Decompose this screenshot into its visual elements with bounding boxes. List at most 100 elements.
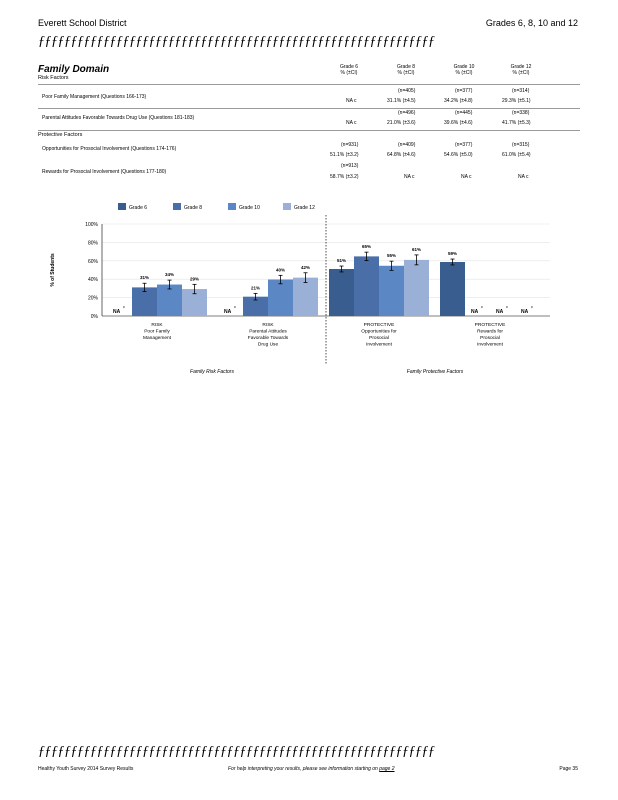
row4-value-grade6: 58.7% (±3.2) <box>330 174 359 180</box>
row-label-opportunities: Opportunities for Prosocial Involvement … <box>42 146 177 152</box>
table-rule <box>38 84 580 85</box>
na-superscript: c <box>481 304 483 309</box>
row3-n-grade8: (n=409) <box>398 142 416 148</box>
footer-page-link[interactable]: page 2 <box>379 766 395 772</box>
data-label: 61% <box>412 247 421 252</box>
footer-page-number: Page 35 <box>559 766 578 772</box>
x-category-label: Rewards for <box>477 329 503 335</box>
x-category-label: PROTECTIVE <box>475 322 506 328</box>
legend-label: Grade 10 <box>239 205 260 211</box>
row-rule <box>38 130 580 131</box>
risk-factors-header: Risk Factors <box>38 75 69 81</box>
legend-swatch <box>173 203 181 210</box>
legend-label: Grade 8 <box>184 205 202 211</box>
data-label: 40% <box>276 267 285 272</box>
x-category-label: RISK <box>262 322 274 328</box>
x-category-label: Prosocial <box>480 335 500 341</box>
group-label-protective: Family Protective Factors <box>407 369 464 375</box>
na-superscript: c <box>506 304 508 309</box>
header-rule: ƒƒƒƒƒƒƒƒƒƒƒƒƒƒƒƒƒƒƒƒƒƒƒƒƒƒƒƒƒƒƒƒƒƒƒƒƒƒƒƒ… <box>38 34 435 49</box>
row2-n-grade10: (n=445) <box>455 110 473 116</box>
x-category-label: Drug Use <box>258 342 279 348</box>
na-superscript: c <box>531 304 533 309</box>
legend-label: Grade 6 <box>129 205 147 211</box>
domain-title: Family Domain <box>38 64 110 75</box>
x-category-label: PROTECTIVE <box>364 322 395 328</box>
row3-value-grade10: 54.6% (±5.0) <box>444 152 473 158</box>
district-name: Everett School District <box>38 18 127 28</box>
footer-rule: ƒƒƒƒƒƒƒƒƒƒƒƒƒƒƒƒƒƒƒƒƒƒƒƒƒƒƒƒƒƒƒƒƒƒƒƒƒƒƒƒ… <box>38 744 435 759</box>
legend-swatch <box>283 203 291 210</box>
row3-n-grade10: (n=377) <box>455 142 473 148</box>
y-tick-label: 20% <box>88 296 99 302</box>
row2-value-grade6: NA c <box>346 120 357 126</box>
data-label: 29% <box>190 276 199 281</box>
col-grade-12: Grade 12% (±CI) <box>510 64 532 76</box>
bar <box>157 284 182 316</box>
legend-swatch <box>118 203 126 210</box>
na-superscript: c <box>123 304 125 309</box>
row1-n-grade12: (n=314) <box>512 88 530 94</box>
row1-value-grade8: 31.1% (±4.5) <box>387 98 416 104</box>
bar <box>354 256 379 316</box>
data-label: 42% <box>301 265 310 270</box>
data-label: 21% <box>251 285 260 290</box>
x-category-label: Management <box>143 335 172 341</box>
y-tick-label: 80% <box>88 240 99 246</box>
row3-value-grade12: 61.0% (±5.4) <box>502 152 531 158</box>
row4-value-grade12: NA c <box>518 174 529 180</box>
x-category-label: Involvement <box>366 342 393 348</box>
protective-factors-header: Protective Factors <box>38 132 83 138</box>
data-label: 65% <box>362 244 371 249</box>
na-label: NA <box>471 309 479 315</box>
bar <box>243 296 268 316</box>
data-label: 34% <box>165 272 174 277</box>
chart-grid: 0% 20% 40% 60% 80% 100% % of Students <box>50 215 550 365</box>
row-label-poor-family-management: Poor Family Management (Questions 166-17… <box>42 94 147 100</box>
y-tick-label: 60% <box>88 259 99 265</box>
row3-value-grade6: 51.1% (±3.2) <box>330 152 359 158</box>
row2-value-grade8: 21.0% (±3.6) <box>387 120 416 126</box>
data-label: 31% <box>140 275 149 280</box>
col-grade-8: Grade 8% (±CI) <box>396 64 416 76</box>
row4-value-grade8: NA c <box>404 174 415 180</box>
data-label: 51% <box>337 258 346 263</box>
row4-value-grade10: NA c <box>461 174 472 180</box>
x-category-label: RISK <box>151 322 163 328</box>
y-axis-label: % of Students <box>50 253 56 287</box>
row2-n-grade8: (n=496) <box>398 110 416 116</box>
y-tick-label: 0% <box>91 314 99 320</box>
x-category-label: Involvement <box>477 342 504 348</box>
na-superscript: c <box>234 304 236 309</box>
bar <box>379 265 404 316</box>
bar <box>404 259 429 316</box>
row-label-rewards: Rewards for Prosocial Involvement (Quest… <box>42 169 167 175</box>
row3-n-grade6: (n=931) <box>341 142 359 148</box>
na-label: NA <box>496 309 504 315</box>
group-label-risk: Family Risk Factors <box>190 369 234 375</box>
y-tick-label: 40% <box>88 277 99 283</box>
row-rule <box>38 108 580 109</box>
row1-value-grade10: 34.2% (±4.8) <box>444 98 473 104</box>
row4-n-grade6: (n=913) <box>341 163 359 169</box>
bar <box>293 277 318 316</box>
x-category-label: Prosocial <box>369 335 389 341</box>
row2-n-grade12: (n=338) <box>512 110 530 116</box>
col-grade-10: Grade 10% (±CI) <box>453 64 475 76</box>
bar <box>440 261 465 316</box>
data-label: 55% <box>387 253 396 258</box>
row-label-parental-attitudes: Parental Attitudes Favorable Towards Dru… <box>42 115 195 121</box>
legend-swatch <box>228 203 236 210</box>
footer-survey-title: Healthy Youth Survey 2014 Survey Results <box>38 766 134 772</box>
family-domain-chart: 0%20%40%60%80%100%% of Students NAc31%34… <box>50 203 550 375</box>
y-tick-label: 100% <box>85 222 98 228</box>
data-label: 59% <box>448 251 457 256</box>
na-label: NA <box>521 309 529 315</box>
x-category-label: Parental Attitudes <box>249 329 287 335</box>
x-category-label: Opportunities for <box>361 329 397 335</box>
na-label: NA <box>113 309 121 315</box>
footer-help-text: For help interpreting your results, plea… <box>228 766 395 772</box>
x-category-label: Poor Family <box>144 329 170 335</box>
row1-n-grade8: (n=405) <box>398 88 416 94</box>
bar <box>268 279 293 316</box>
